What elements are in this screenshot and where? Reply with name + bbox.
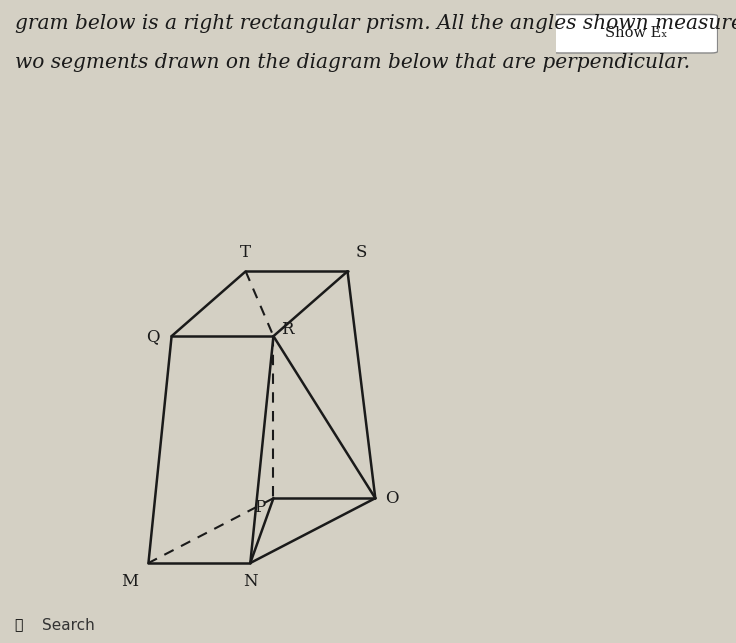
Text: M: M [121,573,138,590]
Text: P: P [254,499,265,516]
Text: T: T [240,244,251,261]
Text: wo segments drawn on the diagram below that are perpendicular.: wo segments drawn on the diagram below t… [15,53,690,71]
Text: R: R [281,321,294,338]
Text: Q: Q [146,328,160,345]
Text: 🔍: 🔍 [14,619,23,632]
Text: S: S [355,244,367,261]
Text: N: N [243,573,258,590]
Text: Show Eₓ: Show Eₓ [606,26,668,40]
Text: O: O [385,490,398,507]
Text: Search: Search [43,618,95,633]
FancyBboxPatch shape [553,15,718,53]
Text: gram below is a right rectangular prism. All the angles shown measure 9: gram below is a right rectangular prism.… [15,14,736,33]
